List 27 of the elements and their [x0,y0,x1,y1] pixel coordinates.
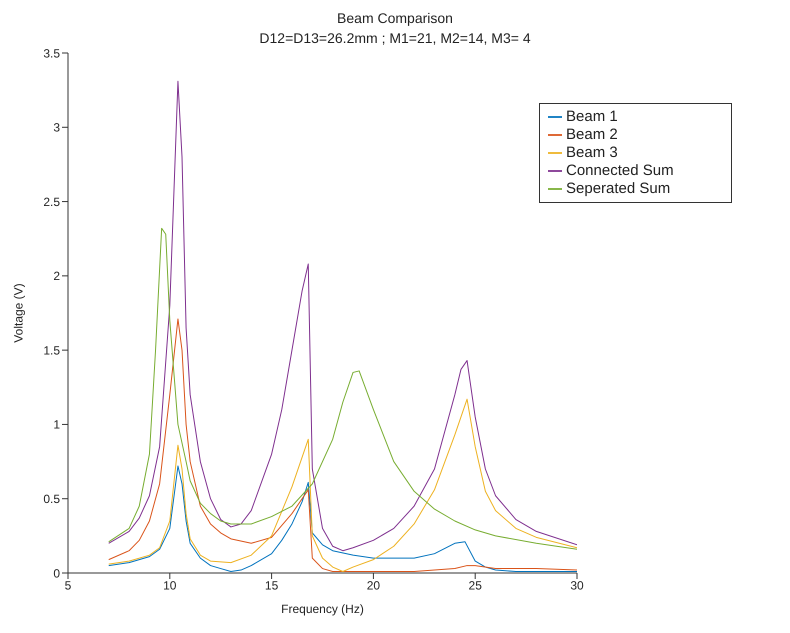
x-tick-label: 15 [264,578,279,593]
y-tick-label: 2 [53,269,60,284]
line-series [108,318,577,572]
x-tick-label: 10 [163,578,177,593]
x-tick-label: 25 [468,578,482,593]
line-series [108,228,577,550]
line-series [108,466,577,572]
y-tick-label: 3.5 [43,46,60,60]
legend-label: Beam 2 [566,126,618,143]
y-tick-label: 3 [53,120,60,135]
x-tick-label: 5 [64,578,72,593]
y-tick-label: 1 [53,418,60,432]
legend-label: Beam 3 [566,144,618,161]
chart-subtitle: D12=D13=26.2mm ; M1=21, M2=14, M3= 4 [258,29,532,48]
legend-label: Connected Sum [566,162,674,179]
chart-title: Beam Comparison [336,9,454,28]
x-tick-label: 30 [570,578,584,593]
y-tick-label: 0 [53,566,60,580]
y-tick-label: 1.5 [43,343,60,358]
x-tick-label: 20 [366,578,380,593]
line-series [108,398,577,572]
y-tick-label: 2.5 [43,194,60,209]
y-axis-title: Voltage (V) [11,283,26,343]
legend-label: Beam 1 [566,108,618,125]
y-tick-label: 0.5 [43,492,60,506]
legend-label: Seperated Sum [566,180,670,197]
x-axis-title: Frequency (Hz) [281,602,364,616]
